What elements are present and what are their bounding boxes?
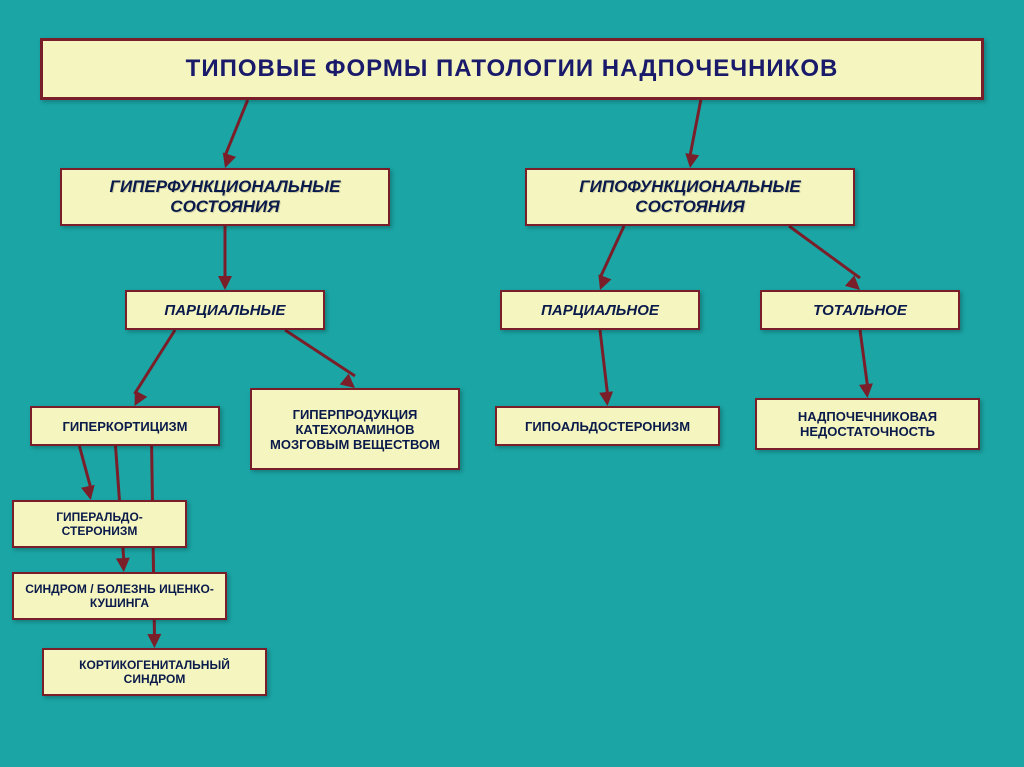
node-label: ТИПОВЫЕ ФОРМЫ ПАТОЛОГИИ НАДПОЧЕЧНИКОВ: [186, 55, 839, 83]
node-cushing: СИНДРОМ / БОЛЕЗНЬ ИЦЕНКО-КУШИНГА: [12, 572, 227, 620]
node-hypoaldo: ГИПОАЛЬДОСТЕРОНИЗМ: [495, 406, 720, 446]
node-hyperaldo: ГИПЕРАЛЬДО- СТЕРОНИЗМ: [12, 500, 187, 548]
node-hypercort: ГИПЕРКОРТИЦИЗМ: [30, 406, 220, 446]
node-label: СИНДРОМ / БОЛЕЗНЬ ИЦЕНКО-КУШИНГА: [24, 582, 215, 610]
node-cortgen: КОРТИКОГЕНИТАЛЬНЫЙ СИНДРОМ: [42, 648, 267, 696]
node-partial_r: ПАРЦИАЛЬНОЕ: [500, 290, 700, 330]
node-adrenal_ins: НАДПОЧЕЧНИКОВАЯ НЕДОСТАТОЧНОСТЬ: [755, 398, 980, 450]
node-label: ГИПОАЛЬДОСТЕРОНИЗМ: [525, 419, 690, 434]
node-partial_l: ПАРЦИАЛЬНЫЕ: [125, 290, 325, 330]
node-label: ГИПЕРПРОДУКЦИЯ КАТЕХОЛАМИНОВ МОЗГОВЫМ ВЕ…: [262, 407, 448, 452]
node-label: ПАРЦИАЛЬНЫЕ: [164, 302, 285, 319]
node-label: ПАРЦИАЛЬНОЕ: [541, 302, 659, 319]
node-catechol: ГИПЕРПРОДУКЦИЯ КАТЕХОЛАМИНОВ МОЗГОВЫМ ВЕ…: [250, 388, 460, 470]
node-label: ТОТАЛЬНОЕ: [813, 302, 907, 319]
node-label: ГИПОФУНКЦИОНАЛЬНЫЕ СОСТОЯНИЯ: [537, 177, 843, 217]
node-label: НАДПОЧЕЧНИКОВАЯ НЕДОСТАТОЧНОСТЬ: [767, 409, 968, 439]
node-total: ТОТАЛЬНОЕ: [760, 290, 960, 330]
node-label: ГИПЕРКОРТИЦИЗМ: [62, 419, 187, 434]
node-label: КОРТИКОГЕНИТАЛЬНЫЙ СИНДРОМ: [54, 658, 255, 686]
node-title: ТИПОВЫЕ ФОРМЫ ПАТОЛОГИИ НАДПОЧЕЧНИКОВ: [40, 38, 984, 100]
node-hyper: ГИПЕРФУНКЦИОНАЛЬНЫЕ СОСТОЯНИЯ: [60, 168, 390, 226]
node-label: ГИПЕРФУНКЦИОНАЛЬНЫЕ СОСТОЯНИЯ: [72, 177, 378, 217]
node-hypo: ГИПОФУНКЦИОНАЛЬНЫЕ СОСТОЯНИЯ: [525, 168, 855, 226]
node-label: ГИПЕРАЛЬДО- СТЕРОНИЗМ: [24, 510, 175, 538]
